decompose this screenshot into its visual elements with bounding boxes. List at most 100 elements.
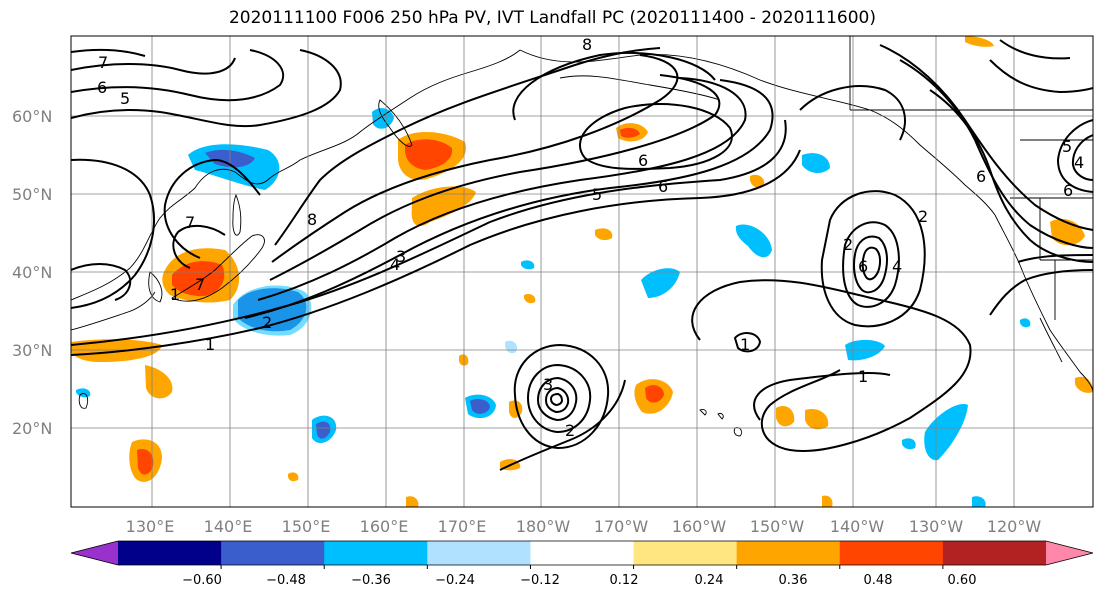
contour-label: 4: [390, 255, 400, 274]
contour-label: 1: [170, 285, 180, 304]
colorbar-segment: [736, 541, 841, 565]
contour-line: [579, 103, 733, 170]
contour-label: 3: [396, 247, 406, 266]
contour-label: 1: [205, 335, 215, 354]
longitude-labels: 130°E 140°E 150°E 160°E 170°E 180°W 170°…: [126, 517, 1042, 536]
colorbar-extend-min: [71, 541, 118, 565]
contour-label: 6: [97, 78, 107, 97]
contour-line: [71, 263, 132, 301]
lon-label: 130°W: [909, 517, 964, 536]
colorbar-segment: [633, 541, 738, 565]
contour-line: [71, 119, 787, 346]
contour-label: 4: [892, 257, 902, 276]
contour-line: [861, 246, 882, 281]
pv-negative-patch: [470, 399, 490, 414]
contour-line: [691, 279, 972, 452]
plot-title: 2020111100 F006 250 hPa PV, IVT Landfall…: [228, 8, 876, 28]
lat-label: 50°N: [12, 185, 52, 204]
taiwan-coastline: [78, 393, 89, 409]
baja-coastline: [1039, 317, 1063, 363]
pv-positive-patch: [620, 127, 640, 138]
contour-label: 2: [262, 313, 272, 332]
colorbar-segments: [71, 541, 1093, 565]
contour-line: [499, 379, 626, 471]
pv-negative-patch: [924, 404, 968, 461]
hawaii-islands: [699, 409, 743, 437]
pv-shading-layer: [71, 36, 1093, 507]
colorbar-tick-labels: −0.60 −0.48 −0.36 −0.24 −0.12 0.12 0.24 …: [182, 573, 976, 588]
colorbar-ticks: [220, 565, 944, 569]
contour-label: 2: [565, 421, 575, 440]
colorbar-tick-label: −0.24: [435, 573, 475, 588]
pv-negative-patch: [76, 388, 91, 398]
contour-line: [799, 85, 906, 141]
pv-positive-patch: [145, 365, 173, 399]
pv-positive-patch: [645, 385, 664, 403]
contour-label: 8: [582, 35, 592, 54]
contour-line: [1017, 254, 1093, 263]
colorbar-segment: [839, 541, 944, 565]
colorbar-segment: [427, 541, 531, 565]
contour-line: [71, 158, 156, 309]
pv-negative-patch: [1020, 318, 1031, 328]
colorbar-tick-label: −0.60: [182, 573, 222, 588]
colorbar-segment: [118, 541, 222, 565]
latitude-labels: 20°N 30°N 40°N 50°N 60°N: [12, 107, 52, 438]
kamchatka-coastline: [378, 99, 413, 147]
colorbar-segment: [324, 541, 428, 565]
na-west-coast: [994, 214, 1093, 393]
aleutian-chain: [559, 75, 721, 101]
lon-label: 170°W: [594, 517, 649, 536]
contour-line: [71, 57, 236, 75]
pv-positive-patch: [750, 174, 765, 188]
pv-negative-patch: [316, 421, 331, 439]
contour-line: [271, 54, 679, 263]
contour-line: [536, 376, 578, 422]
contour-line: [753, 371, 891, 421]
contour-line: [513, 343, 610, 450]
lon-label: 140°W: [830, 517, 885, 536]
asia-coastline: [71, 49, 521, 301]
contour-line: [71, 149, 801, 356]
contour-line: [879, 44, 1093, 231]
pv-positive-patch: [822, 495, 833, 507]
alaska-coastline: [519, 49, 996, 216]
contour-line: [172, 224, 226, 269]
colorbar-tick-label: 0.60: [948, 573, 977, 588]
contour-label: 2: [918, 207, 928, 226]
contour-label: 7: [195, 275, 205, 294]
contour-line: [853, 235, 888, 294]
colorbar-outline: [70, 540, 1094, 566]
ivt-contours: [71, 39, 1093, 471]
pv-positive-patch: [805, 408, 829, 430]
contour-label: 4: [1074, 153, 1084, 172]
colorbar-tick-label: −0.48: [266, 573, 306, 588]
contour-label: 6: [976, 167, 986, 186]
contour-line: [274, 47, 661, 246]
contour-label: 6: [858, 257, 868, 276]
pv-positive-patch: [524, 293, 536, 304]
contour-label: 7: [98, 53, 108, 72]
pv-positive-patch: [776, 405, 795, 427]
map-frame: [70, 35, 1094, 508]
contour-line: [512, 52, 716, 121]
japan-coastline: [171, 234, 265, 302]
pv-positive-patch: [172, 261, 225, 297]
contour-line: [526, 363, 592, 434]
sakhalin-coastline: [232, 193, 242, 236]
pv-positive-patch: [137, 449, 154, 475]
pv-negative-patch: [641, 268, 680, 298]
colorbar-tick-label: 0.48: [864, 573, 893, 588]
lon-label: 140°E: [204, 517, 253, 536]
contour-line: [244, 79, 774, 319]
lat-label: 30°N: [12, 341, 52, 360]
pv-negative-patch: [735, 224, 772, 258]
pv-positive-patch: [595, 228, 613, 241]
pv-negative-patch: [902, 438, 916, 450]
lon-label: 120°W: [987, 517, 1042, 536]
contour-label: 6: [1063, 181, 1073, 200]
contour-label: 8: [307, 210, 317, 229]
contour-label: 1: [858, 367, 868, 386]
coastlines: [71, 36, 1093, 437]
contour-label: 1: [740, 335, 750, 354]
